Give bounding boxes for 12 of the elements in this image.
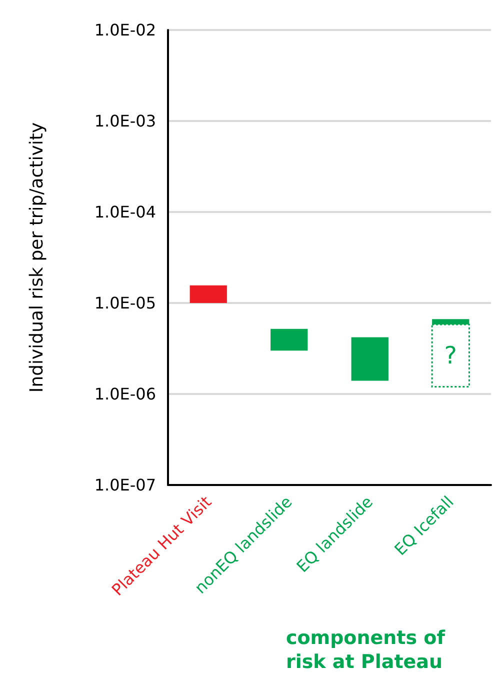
bar	[190, 285, 227, 303]
y-tick-label: 1.0E-07	[94, 476, 156, 494]
annotation: ?	[444, 342, 457, 370]
y-tick-label: 1.0E-04	[94, 202, 156, 222]
y-axis-title: Individual risk per trip/activity	[26, 122, 48, 393]
y-tick-label: 1.0E-05	[94, 294, 156, 312]
bar	[270, 328, 308, 351]
x-axis-title: components of risk at Plateau	[286, 627, 446, 673]
y-tick-label: 1.0E-03	[94, 112, 156, 130]
y-tick-label: 1.0E-02	[94, 20, 156, 40]
bar	[351, 337, 388, 381]
y-tick-label: 1.0E-06	[94, 384, 156, 404]
